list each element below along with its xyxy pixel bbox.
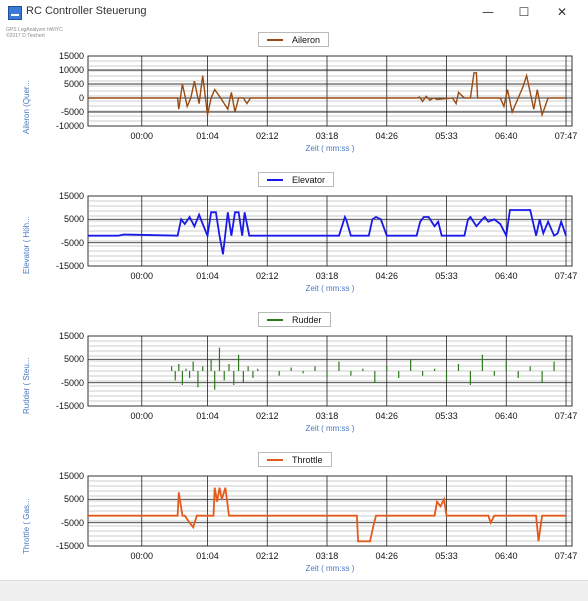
x-tick-label: 05:33 <box>435 131 458 141</box>
y-tick-label: -5000 <box>60 377 84 388</box>
x-tick-label: 00:00 <box>130 411 154 421</box>
y-tick-label: 5000 <box>63 214 84 225</box>
legend-swatch <box>267 318 283 321</box>
legend-swatch <box>267 38 283 41</box>
x-tick-label: 00:00 <box>130 131 154 141</box>
x-tick-label: 02:12 <box>255 411 279 421</box>
app-icon <box>8 6 22 20</box>
y-axis-label: Elevator ( Höh... <box>22 216 31 274</box>
x-axis-label: Zeit ( mm:ss ) <box>305 284 355 293</box>
legend-rudder: Rudder <box>258 312 331 327</box>
series-line-aileron <box>88 72 566 118</box>
y-tick-label: 5000 <box>63 354 84 365</box>
y-tick-label: -15000 <box>55 541 84 551</box>
maximize-button[interactable]: ☐ <box>518 5 530 19</box>
x-tick-label: 06:40 <box>495 551 518 561</box>
x-tick-label: 00:00 <box>130 551 154 561</box>
x-axis-label: Zeit ( mm:ss ) <box>305 144 355 153</box>
legend-label: Elevator <box>292 174 326 185</box>
legend-label: Rudder <box>292 314 322 325</box>
x-tick-label: 00:00 <box>130 271 154 281</box>
title-bar: RC Controller Steuerung — ☐ ✕ <box>0 0 588 25</box>
x-tick-label: 01:04 <box>196 551 219 561</box>
legend-label: Aileron <box>292 34 321 45</box>
x-tick-label: 04:26 <box>375 551 399 561</box>
y-tick-label: 15000 <box>58 331 84 341</box>
y-tick-label: 10000 <box>58 65 84 75</box>
legend-elevator: Elevator <box>258 172 335 187</box>
y-tick-label: 5000 <box>63 79 84 89</box>
x-tick-label: 06:40 <box>495 131 518 141</box>
x-tick-label: 07:47 <box>554 271 578 281</box>
status-bar <box>0 580 588 601</box>
x-tick-label: 01:04 <box>196 271 219 281</box>
charts-canvas <box>87 55 573 547</box>
y-tick-label: 15000 <box>58 191 84 201</box>
y-tick-label: -15000 <box>55 401 84 411</box>
y-tick-label: -10000 <box>55 121 84 131</box>
y-tick-label: 0 <box>78 93 84 103</box>
credit-line-2: ©2017 D.Teichert <box>6 33 45 39</box>
y-axis-label: Throttle ( Gas... <box>22 498 31 554</box>
legend-throttle: Throttle <box>258 452 332 467</box>
close-button[interactable]: ✕ <box>556 5 568 19</box>
x-tick-label: 01:04 <box>196 131 219 141</box>
x-tick-label: 05:33 <box>435 271 458 281</box>
x-axis-label: Zeit ( mm:ss ) <box>305 424 355 433</box>
y-axis-label: Rudder ( Steu... <box>22 357 31 414</box>
x-tick-label: 06:40 <box>495 411 518 421</box>
x-tick-label: 02:12 <box>255 131 279 141</box>
legend-swatch <box>267 458 283 461</box>
x-tick-label: 03:18 <box>315 551 339 561</box>
x-tick-label: 03:18 <box>315 411 339 421</box>
minimize-button[interactable]: — <box>482 5 494 19</box>
window-title: RC Controller Steuerung <box>26 5 147 17</box>
x-tick-label: 07:47 <box>554 411 578 421</box>
x-tick-label: 02:12 <box>255 271 279 281</box>
x-tick-label: 02:12 <box>255 551 279 561</box>
y-tick-label: -5000 <box>60 107 84 117</box>
y-tick-label: -15000 <box>55 261 84 271</box>
x-tick-label: 05:33 <box>435 551 458 561</box>
x-tick-label: 03:18 <box>315 271 339 281</box>
y-tick-label: 5000 <box>63 494 84 505</box>
x-tick-label: 04:26 <box>375 131 399 141</box>
legend-swatch <box>267 178 283 181</box>
series-line-elevator <box>88 209 567 255</box>
x-tick-label: 03:18 <box>315 131 339 141</box>
x-tick-label: 07:47 <box>554 131 578 141</box>
x-tick-label: 06:40 <box>495 271 518 281</box>
x-tick-label: 04:26 <box>375 271 399 281</box>
x-tick-label: 05:33 <box>435 411 458 421</box>
y-tick-label: -5000 <box>60 237 84 248</box>
series-line-throttle <box>88 487 566 543</box>
y-tick-label: 15000 <box>58 471 84 481</box>
legend-aileron: Aileron <box>258 32 330 47</box>
x-tick-label: 01:04 <box>196 411 219 421</box>
y-axis-label: Aileron (Quer... <box>22 80 31 134</box>
x-tick-label: 07:47 <box>554 551 578 561</box>
chart-area: GPS LogAnalyzer hWiYC ©2017 D.Teichert 1… <box>0 24 588 580</box>
legend-label: Throttle <box>292 454 323 465</box>
x-tick-label: 04:26 <box>375 411 399 421</box>
x-axis-label: Zeit ( mm:ss ) <box>305 564 355 573</box>
y-tick-label: -5000 <box>60 517 84 528</box>
credit-line-1: GPS LogAnalyzer hWiYC <box>6 27 63 33</box>
y-tick-label: 15000 <box>58 51 84 61</box>
credit-text: GPS LogAnalyzer hWiYC ©2017 D.Teichert <box>6 27 63 39</box>
